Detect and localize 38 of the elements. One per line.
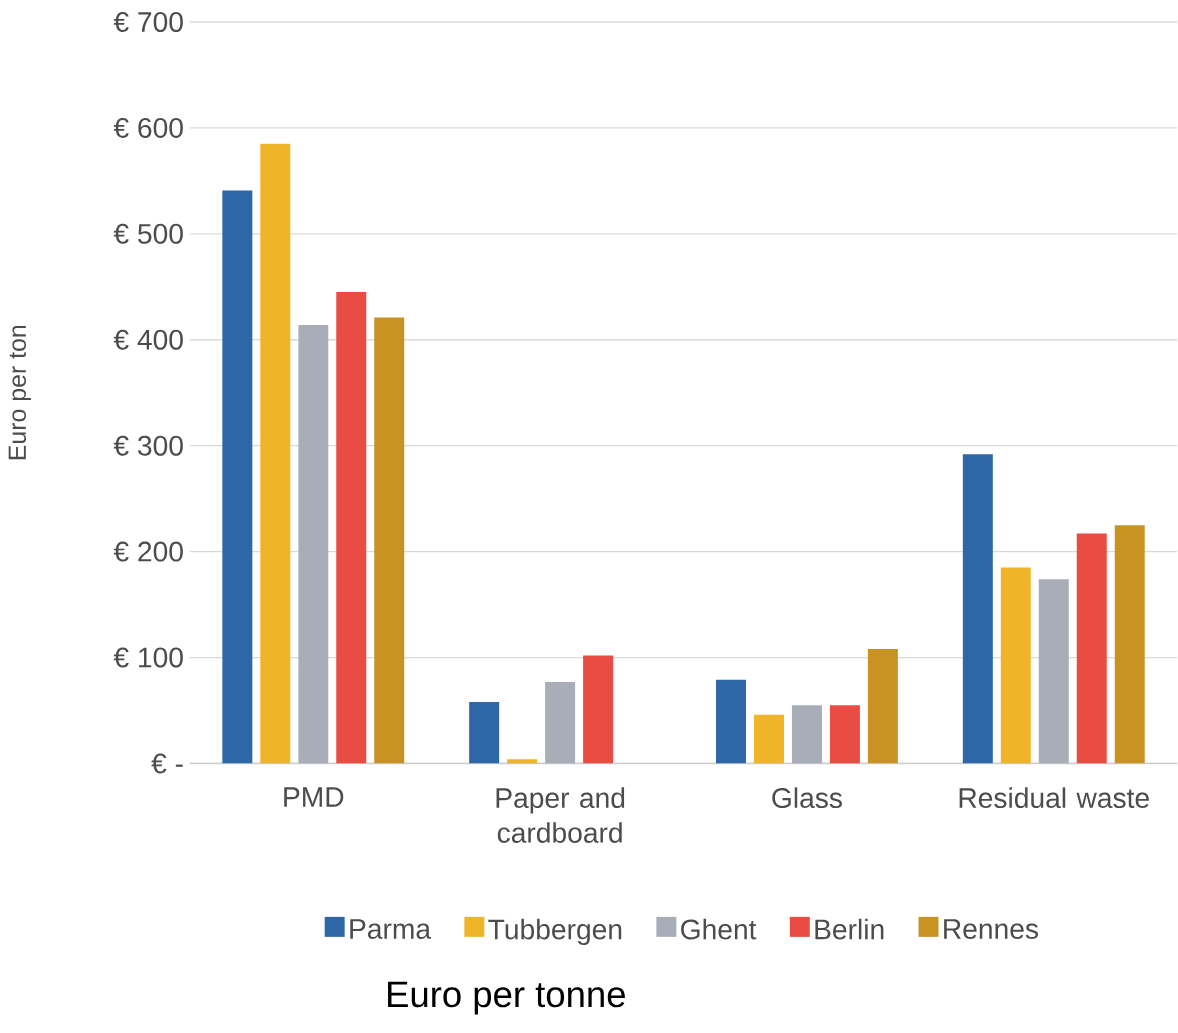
bar — [545, 681, 576, 764]
text: Euro per tonne — [388, 981, 625, 1015]
bar — [222, 190, 253, 764]
bar — [753, 714, 784, 764]
x-tick-label: Glass — [772, 787, 842, 808]
bar — [469, 701, 500, 764]
y-tick-label: € 700 — [113, 11, 183, 32]
legend-label: Tubbergen — [488, 918, 622, 945]
bar — [1000, 567, 1031, 764]
y-tick-label: € 600 — [113, 117, 183, 138]
bar — [1038, 579, 1069, 764]
x-tick-label: PMD — [284, 787, 344, 807]
bar — [374, 317, 405, 764]
x-tick-label: Residual waste — [959, 787, 1149, 808]
bar — [298, 324, 329, 764]
legend-label: Parma — [350, 919, 432, 939]
x-tick-label: Paper and cardboard — [496, 787, 625, 843]
y-tick-label: € 500 — [113, 223, 183, 244]
legend-label: Rennes — [944, 919, 1039, 939]
y-tick-label: € 200 — [113, 541, 183, 562]
bar — [1076, 533, 1107, 764]
bar — [829, 705, 860, 764]
bar — [507, 759, 538, 764]
legend-label: Berlin — [815, 918, 884, 940]
bar — [1114, 525, 1145, 764]
legend-label: Ghent — [681, 918, 757, 940]
y-tick-label: € 400 — [113, 329, 183, 350]
y-tick-label: € 100 — [113, 647, 183, 668]
y-tick-label: € 300 — [113, 435, 183, 456]
bar — [867, 648, 898, 764]
bar — [260, 143, 291, 764]
bar — [716, 679, 746, 764]
y-axis-title: Euro per ton — [8, 325, 31, 460]
y-tick-label: € - — [151, 753, 183, 774]
bar — [791, 705, 822, 764]
bar — [336, 291, 367, 764]
bar — [583, 655, 614, 764]
bar — [962, 454, 993, 764]
